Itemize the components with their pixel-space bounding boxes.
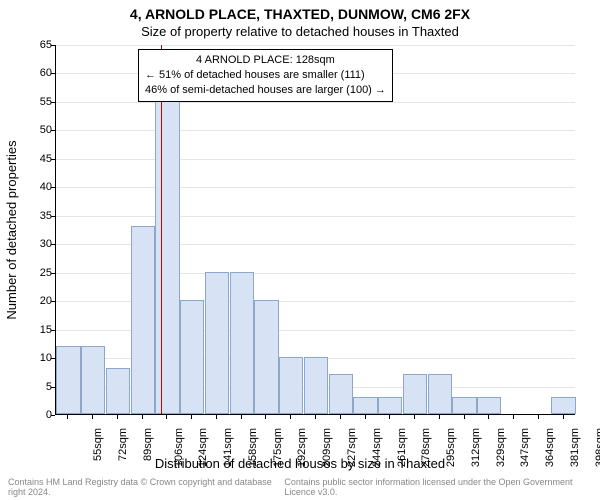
chart-title: 4, ARNOLD PLACE, THAXTED, DUNMOW, CM6 2F… (0, 6, 600, 22)
annotation-box: 4 ARNOLD PLACE: 128sqm← 51% of detached … (138, 49, 393, 102)
plot-inner: 4 ARNOLD PLACE: 128sqm← 51% of detached … (56, 45, 575, 414)
x-tick-mark (315, 415, 316, 419)
footer: Contains HM Land Registry data © Crown c… (8, 477, 592, 497)
annotation-line1: 4 ARNOLD PLACE: 128sqm (145, 53, 386, 68)
y-tick-label: 55 (12, 96, 52, 108)
x-tick-mark (563, 415, 564, 419)
x-tick-mark (464, 415, 465, 419)
gridline (56, 45, 575, 46)
x-tick-mark (216, 415, 217, 419)
histogram-bar (279, 357, 303, 414)
x-tick-mark (439, 415, 440, 419)
y-tick-label: 5 (12, 381, 52, 393)
x-tick-mark (265, 415, 266, 419)
histogram-bar (452, 397, 476, 414)
histogram-bar (205, 272, 229, 414)
y-tick-label: 0 (12, 409, 52, 421)
y-tick-label: 15 (12, 324, 52, 336)
y-tick-label: 40 (12, 181, 52, 193)
histogram-bar (230, 272, 254, 414)
x-tick-mark (290, 415, 291, 419)
gridline (56, 187, 575, 188)
y-tick-label: 10 (12, 352, 52, 364)
x-tick-mark (166, 415, 167, 419)
y-tick-label: 45 (12, 153, 52, 165)
histogram-bar (131, 226, 155, 414)
footer-right: Contains public sector information licen… (284, 477, 592, 497)
histogram-bar (378, 397, 402, 414)
x-tick-mark (92, 415, 93, 419)
y-tick-label: 20 (12, 295, 52, 307)
gridline (56, 216, 575, 217)
y-tick-label: 60 (12, 67, 52, 79)
footer-left: Contains HM Land Registry data © Crown c… (8, 477, 284, 497)
gridline (56, 159, 575, 160)
histogram-bar (180, 300, 204, 414)
y-tick-label: 65 (12, 39, 52, 51)
annotation-line2: ← 51% of detached houses are smaller (11… (145, 68, 386, 83)
x-tick-mark (191, 415, 192, 419)
x-tick-mark (389, 415, 390, 419)
gridline (56, 130, 575, 131)
y-tick-label: 30 (12, 238, 52, 250)
histogram-bar (304, 357, 328, 414)
x-tick-mark (513, 415, 514, 419)
x-tick-mark (142, 415, 143, 419)
x-tick-mark (67, 415, 68, 419)
y-tick-mark (51, 415, 55, 416)
x-tick-mark (241, 415, 242, 419)
histogram-bar (403, 374, 427, 414)
histogram-bar (81, 346, 105, 414)
y-axis-label: Number of detached properties (4, 140, 19, 319)
chart-container: 4, ARNOLD PLACE, THAXTED, DUNMOW, CM6 2F… (0, 0, 600, 500)
x-tick-mark (340, 415, 341, 419)
histogram-bar (477, 397, 501, 414)
y-tick-label: 50 (12, 124, 52, 136)
histogram-bar (106, 368, 130, 414)
x-tick-mark (414, 415, 415, 419)
y-tick-label: 25 (12, 267, 52, 279)
histogram-bar (56, 346, 80, 414)
histogram-bar (329, 374, 353, 414)
histogram-bar (428, 374, 452, 414)
histogram-bar (254, 300, 278, 414)
annotation-line3: 46% of semi-detached houses are larger (… (145, 83, 386, 98)
histogram-bar (155, 101, 179, 414)
x-tick-mark (365, 415, 366, 419)
x-tick-mark (488, 415, 489, 419)
histogram-bar (353, 397, 377, 414)
gridline (56, 102, 575, 103)
x-tick-mark (117, 415, 118, 419)
chart-subtitle: Size of property relative to detached ho… (0, 24, 600, 39)
histogram-bar (551, 397, 575, 414)
x-axis-label: Distribution of detached houses by size … (0, 456, 600, 471)
y-tick-label: 35 (12, 210, 52, 222)
plot-area: 4 ARNOLD PLACE: 128sqm← 51% of detached … (55, 45, 575, 415)
x-tick-mark (538, 415, 539, 419)
